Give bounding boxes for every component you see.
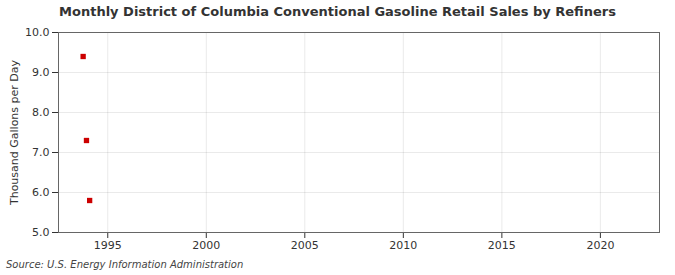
svg-text:2005: 2005 [291, 239, 319, 252]
html-text:Monthly District of Columbia C: Monthly District of Columbia Conventiona… [59, 4, 616, 19]
svg-text:1995: 1995 [94, 239, 122, 252]
svg-text:2000: 2000 [192, 239, 220, 252]
svg-text:2010: 2010 [389, 239, 417, 252]
svg-text:5.0: 5.0 [32, 226, 50, 239]
svg-text:10.0: 10.0 [25, 26, 50, 39]
svg-text:2015: 2015 [488, 239, 516, 252]
svg-text:8.0: 8.0 [32, 106, 50, 119]
svg-text:7.0: 7.0 [32, 146, 50, 159]
svg-text:6.0: 6.0 [32, 186, 50, 199]
svg-text:Thousand Gallons per Day: Thousand Gallons per Day [8, 59, 21, 206]
html-text:Source: U.S. Energy Informatio: Source: U.S. Energy Information Administ… [6, 259, 244, 270]
svg-text:2020: 2020 [586, 239, 614, 252]
svg-text:9.0: 9.0 [32, 66, 50, 79]
